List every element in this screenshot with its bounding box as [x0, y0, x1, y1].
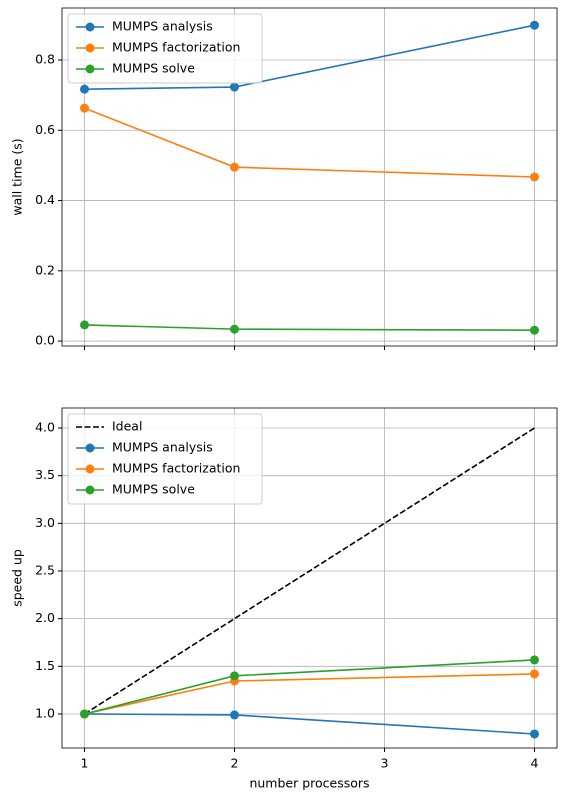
data-point [530, 172, 539, 182]
legend-marker [85, 485, 95, 495]
legend-label: MUMPS analysis [112, 440, 213, 455]
x-axis-label: number processors [249, 776, 369, 791]
data-point [530, 325, 539, 335]
y-tick-label: 0.2 [35, 262, 55, 277]
series-line [84, 713, 535, 735]
data-point [230, 162, 239, 172]
y-tick-label: 0.4 [35, 192, 55, 207]
legend: Ideal MUMPS analysis MUMPS factorization MU… [67, 413, 263, 505]
data-point [230, 671, 239, 681]
data-point [530, 20, 539, 30]
y-tick-label: 0.6 [35, 122, 55, 137]
y-tick-label: 1.5 [35, 658, 55, 673]
data-point [80, 84, 89, 94]
series-line [84, 659, 535, 715]
x-tick-label: 3 [381, 756, 389, 771]
data-point [230, 82, 239, 92]
legend-marker [85, 443, 95, 453]
legend-label: MUMPS solve [112, 482, 195, 497]
legend-label: MUMPS analysis [112, 19, 213, 34]
y-tick-label: 0.0 [35, 333, 55, 348]
y-tick-label: 1.0 [35, 705, 55, 720]
legend-marker [85, 43, 95, 53]
legend-label: MUMPS factorization [112, 461, 240, 476]
y-tick-label: 3.0 [35, 515, 55, 530]
legend-box [67, 413, 263, 505]
data-point [80, 709, 89, 719]
y-tick-label: 2.5 [35, 562, 55, 577]
subplot: 1.0 1.5 2.0 2.5 3.0 3.5 4.0 1 2 3 4 speed up number … [10, 407, 558, 791]
data-point [530, 655, 539, 665]
y-axis-label: speed up [10, 549, 25, 607]
legend-label: Ideal [112, 419, 142, 434]
x-tick-label: 1 [81, 756, 89, 771]
data-point [80, 320, 89, 330]
legend-label: MUMPS solve [112, 61, 195, 76]
x-tick-label: 2 [231, 756, 239, 771]
y-tick-label: 3.5 [35, 467, 55, 482]
legend: MUMPS analysis MUMPS factorization MUMPS s… [67, 13, 263, 84]
data-point [230, 710, 239, 720]
axes-frame [61, 7, 558, 347]
legend-box [67, 13, 263, 84]
subplot: 0.0 0.2 0.4 0.6 0.8 wall time (s) MUMPS analys… [10, 7, 558, 350]
legend-marker [85, 64, 95, 74]
x-tick-label: 4 [531, 756, 539, 771]
series-line [84, 107, 535, 178]
axes-frame [61, 407, 558, 749]
series-line [84, 673, 535, 715]
y-tick-label: 0.8 [35, 52, 55, 67]
y-tick-label: 2.0 [35, 610, 55, 625]
y-axis-label: wall time (s) [10, 138, 25, 215]
legend-marker [85, 22, 95, 32]
data-point [530, 729, 539, 739]
legend-marker [85, 464, 95, 474]
y-tick-label: 4.0 [35, 420, 55, 435]
series-line [84, 324, 535, 331]
data-point [80, 103, 89, 113]
legend-label: MUMPS factorization [112, 40, 240, 55]
data-point [530, 669, 539, 679]
data-point [230, 324, 239, 334]
